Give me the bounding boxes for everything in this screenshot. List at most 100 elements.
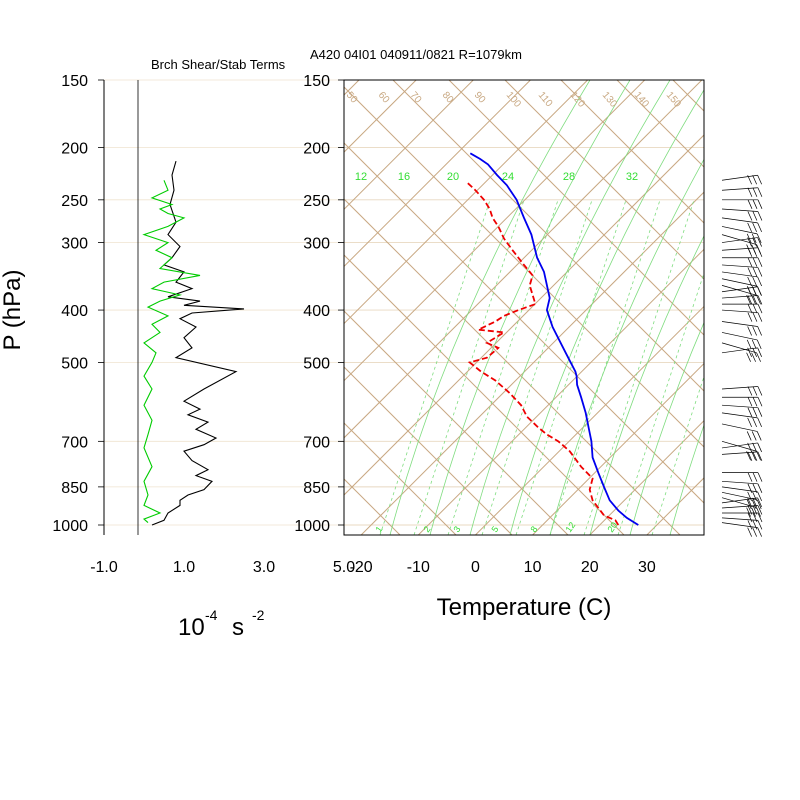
isotherm-line [344,80,646,382]
isotherm-top-label: 150 [664,90,683,110]
mixing-ratio-top-label: 12 [355,171,367,183]
isotherm-line [344,134,704,496]
mixing-ratio-line [379,199,491,535]
mixing-ratio-line [447,199,559,535]
skewt-y-tick-label: 850 [303,480,330,497]
skewt-y-tick-label: 300 [303,236,330,253]
xlabel-exponent: -4 [205,607,218,623]
wind-barb [721,522,762,537]
dry-adiabat-line [785,80,800,535]
isotherm-line [344,80,474,210]
isotherm-top-label: 120 [568,90,587,110]
wind-barb [722,472,763,482]
isotherm-top-label: 140 [632,90,651,110]
moist-adiabat-line [429,80,631,535]
left-x-tick-labels: -1.0 1.0 3.0 5.0 [90,559,355,576]
wind-barb [721,451,763,462]
skewt-y-tick-label: 150 [303,73,330,90]
wind-barb [721,480,763,493]
isotherm-top-label: 80 [440,90,456,106]
left-y-tick-label: 700 [61,434,88,451]
dry-adiabat-line [504,80,704,280]
temperature-line [469,152,639,526]
mixing-ratio-top-label: 24 [502,171,514,183]
skewt-series [466,152,639,526]
isotherm-line [360,191,704,535]
mixing-ratio-top-label: 28 [563,171,575,183]
isotherm-line [475,305,704,535]
left-panel-title: Brch Shear/Stab Terms [151,57,286,72]
mixing-ratio-line [413,199,525,535]
shear-stability-green-line [142,180,201,524]
mixing-ratio-bottom-label: 1 [373,524,384,534]
dewpoint-line [466,181,620,526]
left-y-tick-label: 1000 [52,518,88,535]
wind-barb [721,247,763,257]
wind-barb [721,187,763,197]
mixing-ratio-bottom-label: 8 [528,524,539,534]
dry-adiabat-line [344,86,704,448]
dry-adiabat-line [729,80,800,535]
mixing-ratio-line [651,375,704,535]
wind-barb [721,271,762,287]
skewt-x-tick-label: -20 [350,559,373,576]
wind-barb [721,174,762,185]
isotherm-line [0,80,245,535]
dry-adiabat-line [0,80,288,535]
moist-adiabat-line [469,80,671,535]
wind-barb [721,404,763,417]
skewt-grid [0,80,800,535]
isotherm-line [344,80,531,268]
skewt-plot-frame [343,79,705,536]
skewt-y-tick-label: 400 [303,303,330,320]
mixing-ratio-bottom-label: 20 [605,520,619,534]
left-y-tick-label: 150 [61,73,88,90]
wind-barb [722,303,763,314]
wind-barb [722,199,763,209]
wind-barb [721,442,762,453]
isotherm-top-label: 60 [376,90,392,106]
skewt-y-tick-label: 1000 [294,518,330,535]
wind-barb [721,286,762,296]
wind-barb [721,264,763,277]
mixing-ratio-line [583,199,695,535]
left-y-tick-label: 200 [61,140,88,157]
left-y-tick-labels: 150 200 250 300 400 500 700 850 1000 [52,73,88,535]
dry-adiabat-line [344,366,513,535]
dry-adiabat-line [344,534,345,535]
left-x-tick-label: 1.0 [173,559,195,576]
isotherm-top-label: 90 [472,90,488,106]
dry-adiabat-line [672,80,704,112]
xlabel-base: 10 [178,614,205,641]
wind-barbs [721,174,763,537]
isotherm-top-label: 70 [408,90,424,106]
skewt-x-tick-label: 0 [471,559,480,576]
isotherm-line [589,420,704,535]
moist-adiabat-line [549,158,704,535]
isotherm-line [417,248,704,535]
skewt-y-tick-label: 500 [303,355,330,372]
mixing-ratio-top-label: 20 [447,171,459,183]
shear-stability-black-line [151,160,245,526]
isotherm-top-label: 110 [536,90,555,110]
dry-adiabat-line [560,80,704,224]
isotherm-top-label: 130 [600,90,619,110]
skewt-x-axis-label: Temperature (C) [437,594,612,621]
mixing-ratio-line [549,199,661,535]
mixing-ratio-top-label: 32 [626,171,638,183]
wind-barb [722,396,763,407]
left-x-axis-label: 10 -4 s -2 [178,607,265,641]
wind-barb [721,423,762,441]
isotherm-line [0,80,302,535]
wind-barb [722,257,763,267]
moist-adiabat-line [669,423,704,535]
wind-barb [721,217,762,233]
left-y-tick-label: 500 [61,355,88,372]
dry-adiabat-line [344,142,704,504]
moist-adiabat-line [509,89,704,535]
left-y-tick-label: 300 [61,236,88,253]
wind-barb [721,440,761,461]
wind-barb [721,347,762,357]
mixing-ratio-bottom-label: 12 [563,520,577,534]
